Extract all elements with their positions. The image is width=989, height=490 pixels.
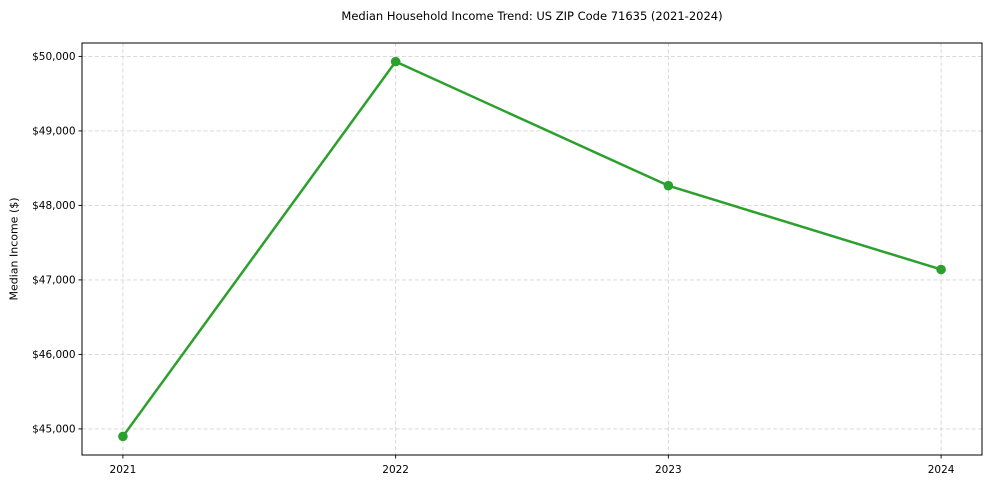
x-tick-label: 2022: [382, 464, 409, 476]
x-tick-label: 2024: [928, 464, 955, 476]
plot-border: [81, 42, 983, 456]
y-tick-label: $45,000: [32, 424, 75, 436]
x-tick-label: 2023: [655, 464, 682, 476]
chart-title: Median Household Income Trend: US ZIP Co…: [341, 9, 723, 23]
y-tick-label: $47,000: [32, 275, 75, 287]
data-point-marker: [390, 56, 401, 67]
y-tick-label: $46,000: [32, 349, 75, 361]
y-tick-label: $49,000: [32, 126, 75, 138]
x-tick-label: 2021: [110, 464, 137, 476]
trend-line: [121, 60, 943, 438]
data-point-marker: [936, 264, 946, 275]
data-point-marker: [663, 180, 674, 191]
y-tick-label: $50,000: [32, 51, 75, 63]
y-tick-label: $48,000: [32, 200, 75, 212]
data-point-marker: [118, 431, 128, 442]
